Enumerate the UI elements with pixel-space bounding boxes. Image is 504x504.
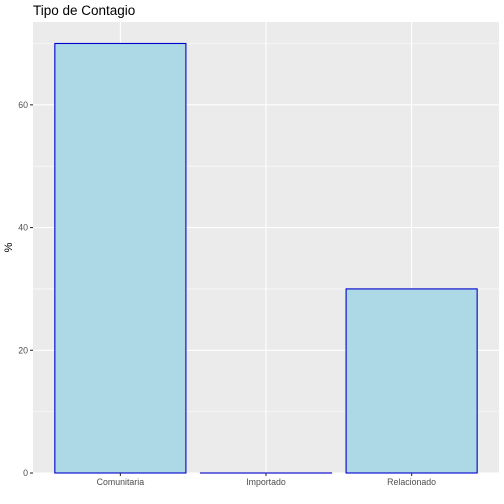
x-tick-label: Relacionado [387,477,436,487]
bars [54,42,478,474]
x-tick-label: Comunitaria [97,477,145,487]
y-tick-label: 20 [18,345,28,355]
y-axis-title: % [3,242,15,252]
y-tick-label: 0 [23,468,28,478]
x-axis: Comunitaria Importado Relacionado [97,473,436,487]
chart-title: Tipo de Contagio [33,3,135,18]
bar-comunitaria [54,42,187,474]
x-tick-label: Importado [246,477,286,487]
y-tick-label: 60 [18,100,28,110]
y-axis: 0 20 40 60 [18,100,33,478]
bar-relacionado [345,288,478,474]
y-tick-label: 40 [18,223,28,233]
